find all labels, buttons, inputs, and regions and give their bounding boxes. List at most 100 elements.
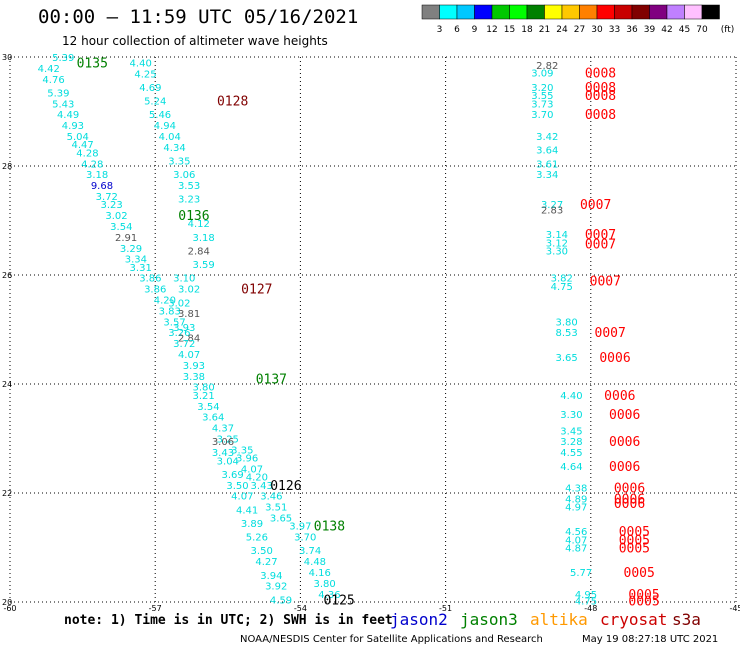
y-tick-label: 24 [2,380,12,389]
pass-label: 0136 [178,209,209,224]
pass-label: 0005 [619,542,650,557]
x-tick-label: -54 [294,604,307,613]
pass-label: 0007 [585,228,616,243]
x-tick-label: -57 [149,604,162,613]
colorbar-tick-label: 27 [574,25,585,35]
colorbar-tick-label: 39 [644,25,656,35]
pass-label: 0005 [619,525,650,540]
wave-height-value: 3.55 [531,91,553,102]
wave-height-value: 3.97 [289,522,311,533]
wave-height-value: 3.27 [541,200,563,211]
pass-label: 0008 [585,66,616,81]
wave-height-value: 5.77 [570,568,592,579]
wave-height-value: 3.28 [560,437,582,448]
wave-height-value: 3.93 [183,361,205,372]
satellite-legend-cryosat: cryosat [600,610,668,629]
wave-height-value: 5.24 [144,97,166,108]
wave-height-value: 3.50 [226,481,248,492]
wave-height-value: 3.72 [173,339,195,350]
wave-height-value: 3.02 [168,298,190,309]
wave-height-value: 4.28 [81,159,103,170]
wave-height-value: 3.61 [536,159,558,170]
y-tick-label: 22 [2,489,12,498]
wave-height-value: 5.39 [47,88,69,99]
wave-height-value: 4.76 [42,75,64,86]
colorbar-tick-label: 6 [454,25,460,35]
wave-height-value: 3.92 [265,582,287,593]
colorbar-tick-label: 9 [472,25,478,35]
pass-label: 0135 [77,56,108,71]
wave-height-value: 3.09 [531,68,553,79]
colorbar-tick-label: 12 [486,25,497,35]
colorbar-swatch [701,4,720,20]
wave-height-value: 4.37 [212,424,234,435]
wave-height-value: 3.02 [105,211,127,222]
wave-height-value: 3.86 [139,274,161,285]
wave-height-value: 3.72 [96,192,118,203]
wave-height-value: 3.35 [231,445,253,456]
wave-height-value: 3.30 [560,410,582,421]
pass-label: 0005 [628,594,659,609]
wave-height-value: 4.89 [565,494,587,505]
wave-height-value: 3.06 [212,437,234,448]
pass-label: 0008 [585,108,616,123]
colorbar-tick-label: 70 [696,25,708,35]
wave-height-value: 3.93 [173,323,195,334]
wave-height-value: 3.69 [222,470,244,481]
x-tick-label: -60 [3,604,16,613]
pass-label: 0006 [604,389,635,404]
wave-height-value: 2.84 [178,334,200,345]
wave-height-value: 3.20 [531,83,553,94]
wave-height-value: 3.42 [536,132,558,143]
wave-height-value: 3.89 [241,519,263,530]
wave-height-value: 4.87 [565,544,587,555]
wave-height-value: 3.80 [313,579,335,590]
wave-height-value: 5.46 [149,110,171,121]
pass-label: 0008 [585,89,616,104]
wave-height-value: 3.64 [202,413,224,424]
wave-height-value: 4.95 [575,590,597,601]
satellite-legend-jason3: jason3 [460,610,518,629]
wave-height-value: 3.54 [197,402,219,413]
wave-height-value: 4.07 [565,535,587,546]
wave-height-value: 4.42 [38,64,60,75]
wave-height-value: 3.59 [192,260,214,271]
wave-height-value: 4.07 [231,492,253,503]
wave-height-value: 3.43 [212,448,234,459]
y-tick-label: 28 [2,162,12,171]
wave-height-value: 4.49 [57,110,79,121]
wave-height-value: 3.18 [192,233,214,244]
colorbar-tick-label: 45 [679,25,690,35]
wave-height-value: 3.70 [294,533,316,544]
wave-height-value: 3.31 [130,263,152,274]
wave-height-value: 3.64 [536,146,558,157]
wave-height-value: 3.06 [173,170,195,181]
satellite-legend-altika: altika [530,610,588,629]
wave-height-value: 3.54 [110,222,132,233]
y-tick-label: 20 [2,598,12,607]
wave-height-value: 3.23 [101,200,123,211]
wave-height-value: 4.16 [309,568,331,579]
wave-height-value: 4.56 [565,527,587,538]
wave-height-value: 4.20 [154,296,176,307]
wave-height-value: 5.04 [67,132,89,143]
wave-height-value: 4.69 [139,83,161,94]
wave-height-value: 5.26 [246,533,268,544]
pass-label: 0126 [270,479,301,494]
wave-height-value: 4.40 [560,391,582,402]
pass-label: 0137 [256,373,287,388]
wave-height-value: 3.96 [236,454,258,465]
pass-label: 0007 [595,326,626,341]
pass-label: 0006 [609,408,640,423]
satellite-legend-jason2: jason2 [390,610,448,629]
colorbar-tick-label: 33 [609,25,620,35]
wave-height-value: 3.80 [192,383,214,394]
wave-height-value: 4.59 [270,595,292,606]
wave-height-value: 4.38 [565,484,587,495]
satellite-legend-s3a: s3a [672,610,701,629]
wave-height-value: 9.68 [91,181,113,192]
wave-height-value: 5.43 [52,99,74,110]
wave-height-value: 4.75 [575,596,597,607]
pass-label: 0125 [323,593,354,608]
page-subtitle: 12 hour collection of altimeter wave hei… [62,34,328,48]
